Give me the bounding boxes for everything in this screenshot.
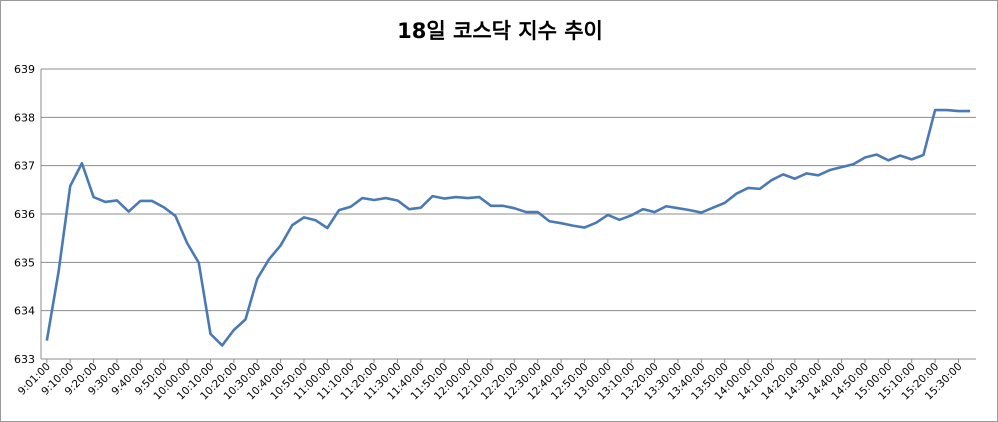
chart-title: 18일 코스닥 지수 추이 (397, 19, 603, 43)
y-tick-label: 639 (14, 63, 35, 76)
y-tick-label: 634 (14, 305, 35, 318)
y-tick-label: 635 (14, 256, 35, 269)
y-tick-label: 638 (14, 111, 35, 124)
y-tick-label: 633 (14, 353, 35, 366)
y-tick-label: 637 (14, 160, 35, 173)
y-tick-label: 636 (14, 208, 35, 221)
series-line (45, 108, 971, 347)
